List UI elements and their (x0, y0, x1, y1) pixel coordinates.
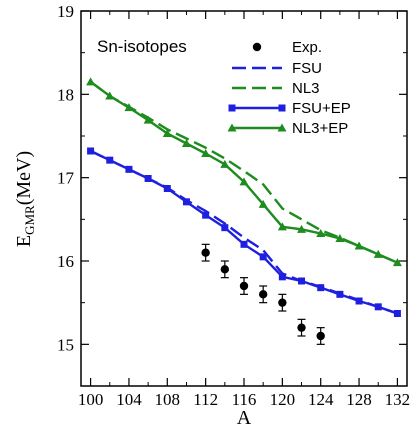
legend-label: FSU (292, 60, 322, 77)
x-tick-label: 120 (270, 390, 296, 409)
x-tick-label: 132 (385, 390, 411, 409)
data-point (335, 234, 345, 242)
data-point (374, 303, 382, 311)
legend-marker (252, 42, 262, 52)
data-point (240, 240, 248, 248)
data-point (182, 198, 190, 206)
x-tick-label: 108 (155, 390, 181, 409)
data-point (220, 159, 230, 168)
data-point (87, 147, 95, 155)
y-tick-label: 18 (57, 85, 74, 104)
data-point (239, 177, 249, 186)
legend-entry: NL3+EP (227, 120, 348, 137)
data-point (258, 199, 268, 208)
data-point (181, 139, 191, 147)
data-point (297, 224, 307, 233)
data-point (354, 241, 364, 250)
legend-label: FSU+EP (292, 100, 351, 117)
data-point (202, 211, 210, 219)
data-point (392, 258, 402, 267)
data-point (277, 222, 287, 231)
y-tick-label: 15 (57, 335, 74, 354)
data-point (124, 103, 134, 112)
data-point (298, 277, 306, 285)
data-point (201, 149, 211, 157)
legend-label: NL3+EP (292, 120, 348, 137)
y-tick-label: 16 (57, 252, 74, 271)
legend-marker (277, 123, 287, 132)
series-exp- (201, 243, 325, 345)
x-tick-label: 100 (78, 390, 104, 409)
y-axis-label-main: E (13, 235, 35, 247)
data-point (143, 115, 153, 124)
data-point (316, 229, 326, 237)
y-tick-label: 17 (57, 169, 75, 188)
legend-marker (227, 123, 237, 132)
y-axis-label: EGMR(MeV) (13, 151, 37, 247)
data-point (201, 248, 210, 257)
legend-entry: Exp. (252, 39, 322, 56)
data-point (393, 310, 401, 317)
data-point (86, 77, 96, 86)
series-fsu-ep (87, 147, 401, 317)
data-point (373, 249, 383, 258)
legend-entry: NL3 (232, 80, 320, 97)
x-tick-label: 112 (193, 390, 218, 409)
data-point (317, 284, 325, 292)
data-point (278, 298, 287, 307)
data-point (355, 297, 363, 305)
data-point (163, 185, 171, 192)
data-point (239, 281, 249, 291)
y-tick-label: 19 (57, 2, 74, 21)
x-tick-label: 124 (308, 390, 334, 409)
x-tick-label: 104 (116, 390, 142, 409)
x-axis-label: A (237, 407, 252, 429)
x-tick-label: 116 (232, 390, 257, 409)
data-point (105, 91, 115, 100)
legend-entry: FSU+EP (228, 100, 351, 117)
legend-marker (278, 104, 286, 112)
data-point (316, 331, 325, 341)
data-point (220, 265, 230, 274)
legend-marker (228, 104, 236, 112)
legend-label: NL3 (292, 80, 320, 97)
axis-tick-labels: 100 104 108 112 116 120 124 128 132 15 16 17 18 19 (57, 2, 410, 409)
axis-ticks (81, 10, 407, 387)
data-point (106, 156, 114, 164)
legend-entry: FSU (232, 60, 322, 77)
data-point (259, 253, 267, 261)
data-point (278, 273, 286, 281)
data-point (125, 165, 133, 173)
data-point (258, 290, 268, 299)
data-point (336, 290, 344, 298)
y-axis-label-sub: GMR (22, 205, 37, 235)
y-axis-label-unit: (MeV) (13, 151, 35, 205)
legend-label: Exp. (292, 39, 322, 56)
data-point (144, 175, 152, 182)
x-tick-label: 128 (346, 390, 372, 409)
legend: Exp. FSU NL3 FSU+EP NL3+EP (227, 39, 351, 137)
data-point (162, 129, 172, 137)
series-nl3-ep (86, 77, 402, 267)
series-group (86, 77, 402, 345)
data-point (297, 323, 306, 332)
data-point (221, 224, 229, 232)
annotation-label: Sn-isotopes (97, 37, 187, 56)
